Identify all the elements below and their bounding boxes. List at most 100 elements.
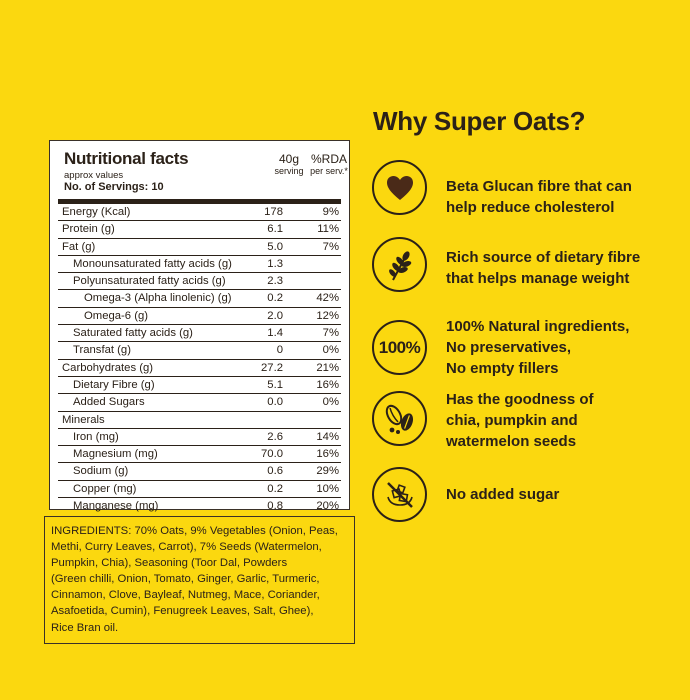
ingredients-line: Asafoetida, Cumin), Fenugreek Leaves, Sa…: [51, 605, 314, 618]
row-rda: 42%: [316, 292, 339, 305]
row-label: Carbohydrates (g): [62, 361, 154, 374]
table-row: Saturated fatty acids (g) 1.4 7%: [58, 325, 341, 343]
row-amount: 70.0: [261, 448, 283, 461]
row-label: Monounsaturated fatty acids (g): [73, 257, 232, 270]
nutrition-facts-panel: Nutritional facts approx values No. of S…: [49, 140, 350, 512]
row-rda: 29%: [316, 465, 339, 478]
table-row: Copper (mg) 0.2 10%: [58, 481, 341, 499]
row-amount: 6.1: [267, 223, 283, 236]
row-amount: 2.0: [267, 309, 283, 322]
row-rda: 7%: [322, 327, 339, 340]
row-amount: 5.1: [267, 378, 283, 391]
hundred-percent-icon: 100%: [372, 320, 427, 375]
ingredients-line: Methi, Curry Leaves, Carrot), 7% Seeds (…: [51, 541, 322, 554]
serving-size: 40g: [278, 152, 300, 166]
table-row: Minerals: [58, 412, 341, 429]
table-row: Protein (g) 6.1 11%: [58, 221, 341, 239]
wheat-icon: [372, 237, 427, 292]
feature-line: No preservatives,: [446, 339, 572, 356]
feature-line: watermelon seeds: [446, 433, 577, 450]
row-amount: 1.4: [267, 327, 283, 340]
row-rda: 16%: [316, 378, 339, 391]
table-row: Manganese (mg) 0.8 20%: [58, 498, 341, 514]
approx-values-note: approx values: [64, 170, 124, 181]
ingredients-line: Pumpkin, Chia), Seasoning (Toor Dal, Pow…: [51, 557, 288, 570]
table-row: Sodium (g) 0.6 29%: [58, 463, 341, 481]
row-rda: 16%: [316, 448, 339, 461]
header-divider: [58, 199, 341, 204]
feature-line: help reduce cholesterol: [446, 199, 615, 216]
row-label: Added Sugars: [73, 396, 145, 409]
row-rda: 0%: [322, 396, 339, 409]
row-label: Copper (mg): [73, 482, 137, 495]
ingredients-line: Cinnamon, Clove, Bayleaf, Nutmeg, Mace, …: [51, 589, 320, 602]
row-rda: 21%: [316, 361, 339, 374]
feature-text: Rich source of dietary fibre that helps …: [446, 247, 640, 289]
row-amount: 0.6: [267, 465, 283, 478]
no-sugar-icon: [372, 467, 427, 522]
row-rda: 11%: [317, 223, 339, 236]
feature-line: No added sugar: [446, 486, 560, 503]
nutrition-title: Nutritional facts: [64, 149, 189, 168]
table-row: Polyunsaturated fatty acids (g) 2.3: [58, 273, 341, 291]
row-label: Dietary Fibre (g): [73, 378, 155, 391]
feature-no-sugar: No added sugar: [372, 467, 672, 527]
table-row: Transfat (g) 0 0%: [58, 342, 341, 360]
table-row: Omega-3 (Alpha linolenic) (g) 0.2 42%: [58, 290, 341, 308]
rda-column-header: %RDA per serv.*: [304, 152, 354, 176]
rda-label: %RDA: [310, 152, 347, 166]
feature-dietary-fibre: Rich source of dietary fibre that helps …: [372, 237, 672, 297]
ingredients-line: Rice Bran oil.: [51, 621, 119, 634]
row-label: Protein (g): [62, 223, 115, 236]
row-amount: 0.8: [267, 500, 283, 513]
row-label: Omega-3 (Alpha linolenic) (g): [84, 292, 232, 305]
feature-text: Has the goodness of chia, pumpkin and wa…: [446, 389, 594, 452]
feature-line: Beta Glucan fibre that can: [446, 178, 632, 195]
table-row: Iron (mg) 2.6 14%: [58, 429, 341, 447]
row-rda: 9%: [322, 206, 339, 218]
row-label: Polyunsaturated fatty acids (g): [73, 275, 226, 288]
feature-line: No empty fillers: [446, 360, 559, 377]
row-label: Fat (g): [62, 240, 96, 253]
row-amount: 2.3: [267, 275, 283, 288]
feature-line: Has the goodness of: [446, 391, 594, 408]
row-amount: 2.6: [267, 430, 283, 443]
feature-seeds: Has the goodness of chia, pumpkin and wa…: [372, 389, 672, 455]
row-rda: 12%: [316, 309, 339, 322]
row-rda: 10%: [316, 482, 339, 495]
row-amount: 5.0: [267, 240, 283, 253]
nutrition-header: Nutritional facts approx values No. of S…: [64, 149, 348, 197]
ingredients-box: INGREDIENTS: 70% Oats, 9% Vegetables (On…: [44, 516, 355, 644]
row-label: Minerals: [62, 413, 105, 426]
row-label: Manganese (mg): [73, 500, 159, 513]
heart-icon: [372, 160, 427, 215]
serving-column-header: 40g serving: [264, 152, 314, 176]
row-label: Omega-6 (g): [84, 309, 149, 322]
serving-label: serving: [274, 166, 304, 176]
row-amount: 0.2: [267, 482, 283, 495]
table-row: Omega-6 (g) 2.0 12%: [58, 308, 341, 326]
feature-line: Rich source of dietary fibre: [446, 249, 641, 266]
row-amount: 27.2: [261, 361, 283, 374]
table-row: Magnesium (mg) 70.0 16%: [58, 446, 341, 464]
row-amount: 0: [276, 344, 283, 357]
feature-text: 100% Natural ingredients, No preservativ…: [446, 316, 629, 379]
table-row: Dietary Fibre (g) 5.1 16%: [58, 377, 341, 395]
row-label: Sodium (g): [73, 465, 129, 478]
rda-per-serving: per serv.*: [310, 166, 348, 176]
row-rda: 7%: [322, 240, 339, 253]
feature-line: 100% Natural ingredients,: [446, 318, 630, 335]
hundred-percent-badge: 100%: [378, 337, 421, 357]
table-row: Carbohydrates (g) 27.2 21%: [58, 360, 341, 377]
feature-line: chia, pumpkin and: [446, 412, 578, 429]
table-row: Added Sugars 0.0 0%: [58, 394, 341, 412]
feature-text: No added sugar: [446, 484, 559, 505]
row-label: Iron (mg): [73, 430, 119, 443]
feature-text: Beta Glucan fibre that can help reduce c…: [446, 176, 632, 218]
row-label: Saturated fatty acids (g): [73, 327, 193, 340]
table-row: Fat (g) 5.0 7%: [58, 239, 341, 256]
servings-count: No. of Servings: 10: [64, 181, 164, 193]
ingredients-line: INGREDIENTS: 70% Oats, 9% Vegetables (On…: [51, 525, 338, 537]
feature-line: that helps manage weight: [446, 270, 630, 287]
row-label: Energy (Kcal): [62, 206, 131, 218]
